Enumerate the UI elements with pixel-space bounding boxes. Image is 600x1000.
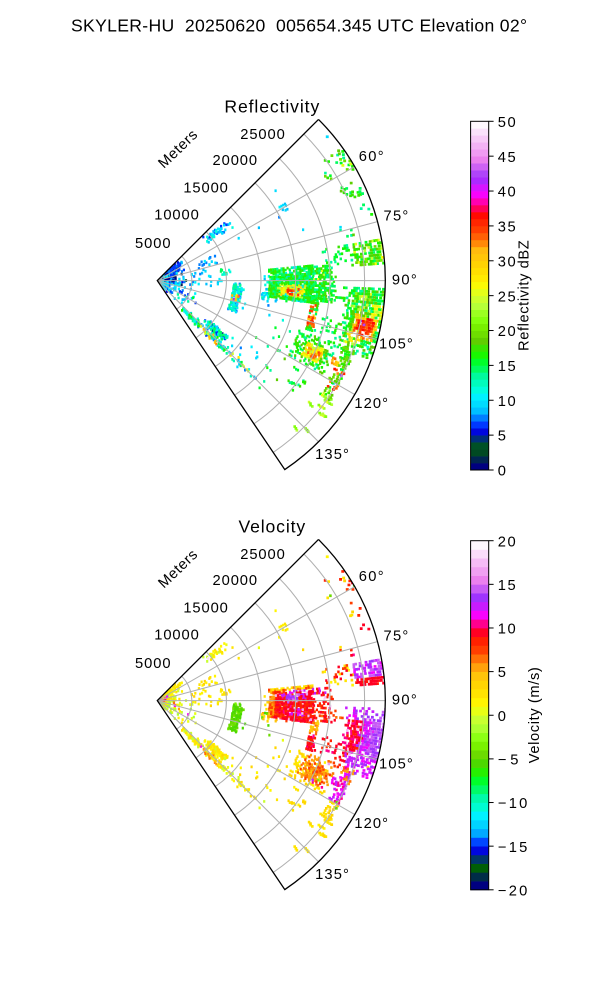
svg-text:135°: 135° <box>315 447 349 463</box>
svg-text:15000: 15000 <box>183 181 228 197</box>
svg-text:25: 25 <box>498 289 516 305</box>
svg-text:10: 10 <box>498 394 516 410</box>
svg-text:90°: 90° <box>392 693 417 709</box>
svg-text:25000: 25000 <box>240 127 285 143</box>
svg-text:−10: −10 <box>498 796 528 812</box>
svg-text:10: 10 <box>498 622 516 638</box>
svg-text:75°: 75° <box>384 209 409 225</box>
svg-text:15000: 15000 <box>183 601 228 617</box>
svg-text:5000: 5000 <box>135 656 171 672</box>
svg-text:5000: 5000 <box>135 236 171 252</box>
svg-text:Reflectivity dBZ: Reflectivity dBZ <box>517 240 533 351</box>
svg-text:20000: 20000 <box>213 153 257 169</box>
svg-text:−20: −20 <box>498 883 528 899</box>
svg-text:Reflectivity: Reflectivity <box>224 96 319 116</box>
svg-text:20: 20 <box>498 534 516 550</box>
svg-text:0: 0 <box>498 709 506 725</box>
svg-text:Velocity (m/s): Velocity (m/s) <box>527 667 543 763</box>
svg-text:10000: 10000 <box>154 628 199 644</box>
svg-text:SKYLER-HU 20250620 005654.34: SKYLER-HU 20250620 005654.345 UTC Elevat… <box>71 16 527 36</box>
svg-text:120°: 120° <box>354 816 388 832</box>
svg-text:20000: 20000 <box>213 573 257 589</box>
svg-text:60°: 60° <box>359 149 384 165</box>
svg-text:25000: 25000 <box>240 547 285 563</box>
svg-text:135°: 135° <box>315 867 349 883</box>
svg-text:0: 0 <box>498 464 506 480</box>
svg-text:120°: 120° <box>354 396 388 412</box>
svg-text:35: 35 <box>498 220 516 236</box>
svg-text:30: 30 <box>498 254 516 270</box>
svg-text:45: 45 <box>498 150 516 166</box>
svg-text:60°: 60° <box>359 569 384 585</box>
svg-text:15: 15 <box>498 578 516 594</box>
svg-text:105°: 105° <box>379 756 413 772</box>
svg-text:90°: 90° <box>392 273 417 289</box>
svg-text:40: 40 <box>498 185 516 201</box>
svg-text:−15: −15 <box>498 840 528 856</box>
svg-text:Velocity: Velocity <box>238 516 305 536</box>
svg-text:5: 5 <box>498 429 506 445</box>
svg-text:10000: 10000 <box>154 208 199 224</box>
svg-text:105°: 105° <box>379 336 413 352</box>
svg-text:50: 50 <box>498 115 516 131</box>
svg-text:15: 15 <box>498 359 516 375</box>
svg-text:20: 20 <box>498 324 516 340</box>
svg-text:5: 5 <box>498 665 506 681</box>
svg-text:75°: 75° <box>384 629 409 645</box>
